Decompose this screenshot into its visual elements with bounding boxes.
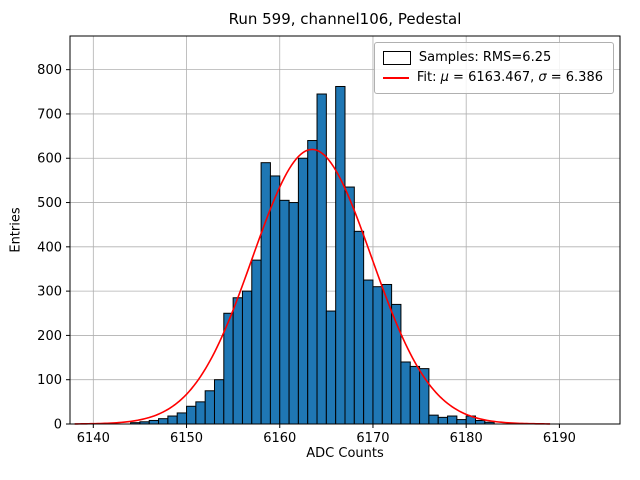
histogram-bar: [279, 199, 290, 425]
histogram-bar: [381, 283, 393, 425]
histogram-bar: [297, 157, 309, 425]
y-tick-label: 0: [54, 418, 62, 433]
legend: Samples: RMS=6.25 Fit: μ = 6163.467, σ =…: [373, 42, 614, 94]
fit-curve: [74, 148, 551, 425]
y-axis-label: Entries: [8, 207, 24, 253]
histogram-bar: [213, 379, 225, 425]
x-axis-label: ADC Counts: [306, 446, 384, 461]
histogram-bar: [475, 419, 486, 425]
histogram-bar: [186, 405, 197, 425]
histogram-bar: [232, 297, 243, 425]
legend-entry-fit: Fit: μ = 6163.467, σ = 6.386: [382, 68, 603, 88]
histogram-bar: [353, 230, 365, 425]
histogram-bar: [316, 93, 327, 425]
chart-title: Run 599, channel106, Pedestal: [228, 10, 462, 28]
histogram-bar: [400, 361, 411, 425]
y-tick-label: 500: [37, 196, 62, 211]
histogram-bar: [428, 414, 439, 425]
histogram-bar: [148, 419, 160, 425]
histogram-bar: [167, 415, 178, 425]
histogram-bar: [288, 202, 299, 425]
histogram-bar: [344, 186, 355, 425]
histogram-bar: [260, 162, 271, 425]
legend-label-fit: Fit: μ = 6163.467, σ = 6.386: [416, 70, 603, 85]
y-tick-label: 700: [37, 107, 62, 122]
y-tick-label: 100: [37, 373, 62, 388]
y-tick-label: 300: [37, 285, 62, 300]
histogram-bar: [158, 418, 169, 425]
histogram-bar: [251, 259, 262, 425]
histogram-bar: [269, 175, 281, 425]
histogram-bar: [456, 419, 467, 425]
x-tick-label: 6150: [170, 431, 203, 446]
legend-swatch-fit-line: [382, 77, 409, 79]
legend-label-samples: Samples: RMS=6.25: [418, 50, 552, 65]
histogram-bar: [447, 415, 458, 425]
histogram-bar: [176, 412, 188, 425]
y-tick-label: 400: [37, 240, 62, 255]
histogram-bar: [437, 416, 449, 425]
histogram-bar: [372, 286, 383, 425]
histogram-bar: [363, 279, 374, 425]
x-tick-label: 6180: [450, 431, 483, 446]
x-tick-label: 6160: [263, 431, 296, 446]
legend-entry-samples: Samples: RMS=6.25: [382, 48, 603, 68]
y-tick-label: 200: [37, 329, 62, 344]
y-tick-label: 600: [37, 152, 62, 167]
histogram-bar: [241, 290, 253, 425]
histogram-bar: [335, 85, 346, 425]
histogram-bar: [307, 140, 318, 425]
histogram-bar: [409, 365, 421, 425]
histogram-bar: [325, 310, 337, 425]
legend-swatch-histogram: [382, 51, 411, 65]
axes-box: [69, 35, 621, 425]
histogram-bar: [195, 401, 206, 425]
x-tick-label: 6190: [543, 431, 576, 446]
histogram-bar: [204, 390, 215, 425]
x-tick-label: 6170: [356, 431, 389, 446]
y-tick-label: 800: [37, 63, 62, 78]
x-tick-label: 6140: [77, 431, 110, 446]
